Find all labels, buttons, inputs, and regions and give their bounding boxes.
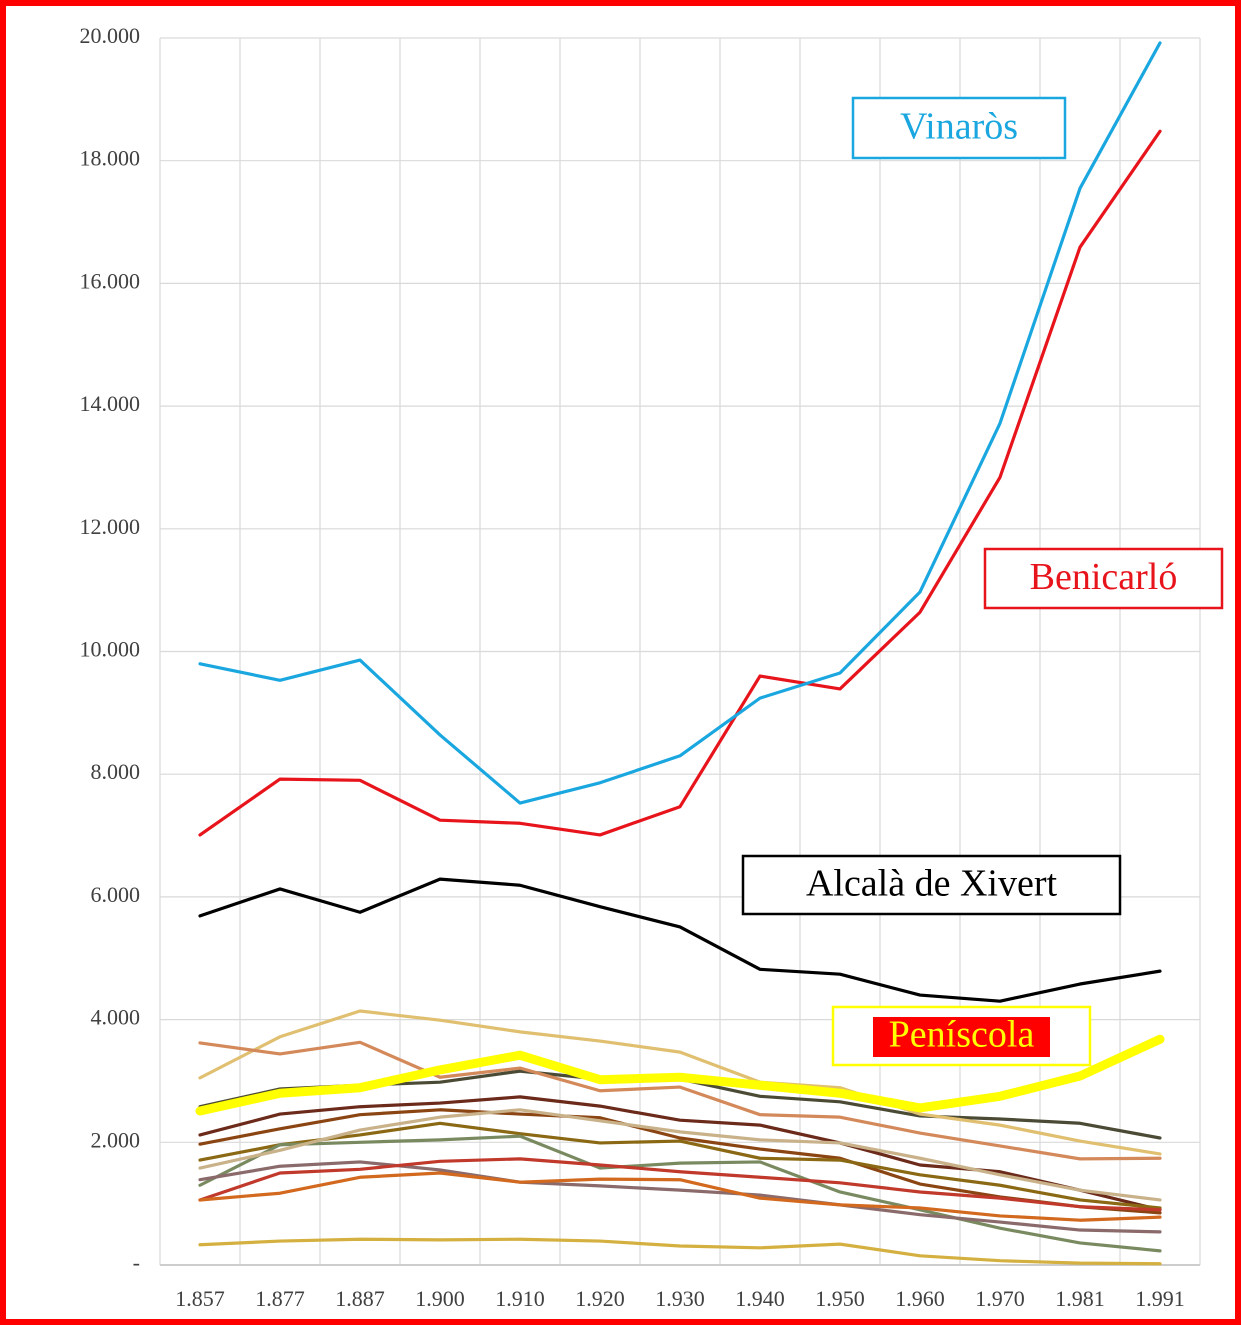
y-tick-label: 12.000 [80,514,141,539]
series-line [198,1009,1162,1156]
series-line [198,1121,1162,1210]
series-line [198,1108,1162,1202]
annotation: Peníscola [889,1014,1035,1056]
annotation: Alcalà de Xivert [806,863,1058,905]
x-tick-label: 1.950 [815,1286,865,1311]
x-tick-label: 1.991 [1135,1286,1185,1311]
y-tick-label: 10.000 [80,637,141,662]
series-line [198,1171,1162,1222]
x-tick-label: 1.910 [495,1286,545,1311]
annotation-box [983,547,1224,610]
y-tick-label: - [133,1250,140,1275]
annotation: Vinaròs [900,106,1018,148]
annotation: Benicarló [1030,556,1178,598]
x-tick-label: 1.970 [975,1286,1025,1311]
y-tick-label: 20.000 [80,23,141,48]
x-tick-label: 1.960 [895,1286,945,1311]
y-tick-label: 18.000 [80,146,141,171]
series-line [195,1034,1165,1116]
y-tick-label: 4.000 [91,1005,141,1030]
x-tick-label: 1.887 [335,1286,385,1311]
series-line [198,1237,1162,1266]
y-tick-label: 6.000 [91,882,141,907]
series-line [198,1134,1162,1253]
series-line [198,1160,1162,1234]
x-tick-label: 1.940 [735,1286,785,1311]
series-line [198,41,1162,805]
series-line [198,129,1162,837]
x-tick-label: 1.930 [655,1286,705,1311]
x-tick-label: 1.981 [1055,1286,1105,1311]
annotation-box [741,854,1122,916]
series-line [198,1157,1162,1212]
y-tick-label: 2.000 [91,1127,141,1152]
x-tick-label: 1.900 [415,1286,465,1311]
y-tick-label: 14.000 [80,391,141,416]
annotation-box [851,96,1067,160]
y-tick-label: 16.000 [80,268,141,293]
x-tick-label: 1.877 [255,1286,305,1311]
series-line [198,877,1162,1003]
x-tick-label: 1.857 [175,1286,225,1311]
series-line [198,1040,1162,1161]
y-tick-label: 8.000 [91,759,141,784]
annotation-highlight [873,1017,1050,1057]
x-tick-label: 1.920 [575,1286,625,1311]
series-line [198,1095,1162,1212]
